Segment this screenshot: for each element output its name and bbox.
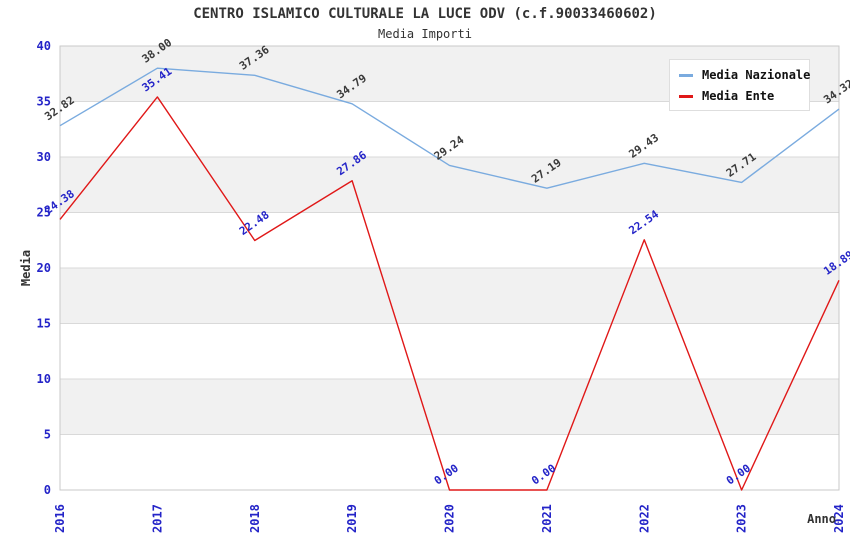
x-axis-title: Anno [807,512,836,526]
x-tick-label: 2017 [150,504,164,533]
plot-band [60,268,839,324]
plot-band [60,157,839,213]
plot-band [60,434,839,490]
plot-band [60,379,839,435]
y-tick-label: 40 [37,39,51,53]
x-tick-label: 2023 [735,504,749,533]
legend-label-media-nazionale: Media Nazionale [702,68,811,82]
legend-item-media-nazionale: Media Nazionale [679,68,810,82]
x-tick-label: 2022 [637,504,651,533]
plot-band [60,212,839,268]
x-tick-label: 2024 [832,504,846,533]
legend: Media Nazionale Media Ente [669,59,810,111]
y-tick-label: 25 [37,206,51,220]
x-tick-label: 2019 [345,504,359,533]
legend-line-swatch-nazionale [679,73,693,77]
x-tick-label: 2016 [53,504,67,533]
y-tick-label: 10 [37,372,51,386]
y-tick-label: 30 [37,150,51,164]
chart-subtitle: Media Importi [378,27,472,41]
x-tick-label: 2021 [540,504,554,533]
x-tick-label: 2020 [443,504,457,533]
chart-title: CENTRO ISLAMICO CULTURALE LA LUCE ODV (c… [193,6,657,22]
y-tick-label: 15 [37,317,51,331]
y-axis-title: Media [19,249,33,287]
legend-line-swatch-ente [679,94,693,98]
legend-item-media-ente: Media Ente [679,89,800,103]
y-tick-label: 5 [44,428,51,442]
legend-label-media-ente: Media Ente [702,89,775,103]
series-line-media-ente [59,96,840,491]
y-tick-label: 20 [37,261,51,275]
series-line-media-nazionale [59,67,840,189]
plot-band [60,323,839,379]
x-tick-label: 2018 [248,504,262,533]
y-tick-label: 35 [37,95,51,109]
y-tick-label: 0 [44,483,51,497]
